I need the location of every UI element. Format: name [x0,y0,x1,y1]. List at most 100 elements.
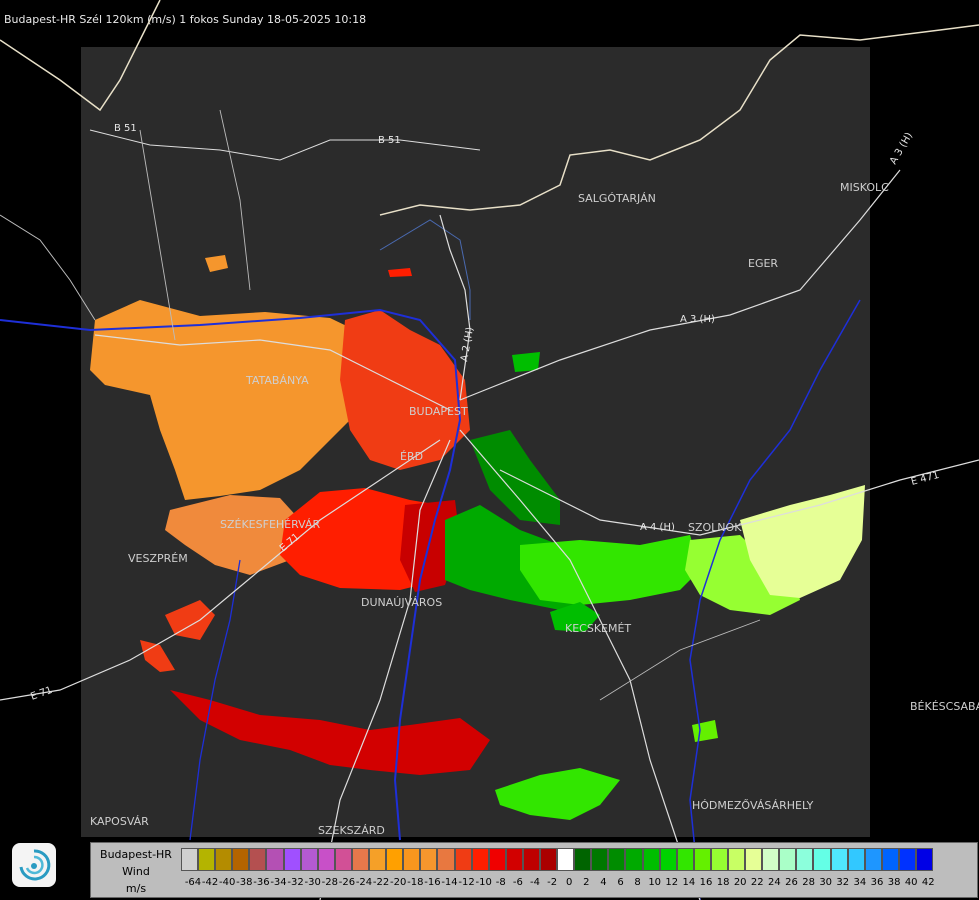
legend-swatch [864,848,882,871]
river-danube [0,308,462,841]
legend-swatch [334,848,352,871]
legend-tick-label: -18 [407,877,424,888]
legend-tick-label: -2 [547,877,558,888]
road-label-b51-west: B 51 [114,123,137,134]
legend-swatch [369,848,387,871]
city-label-tatabanya: TATABÁNYA [245,374,309,387]
legend-tick-label: -20 [390,877,407,888]
swirl-icon [19,849,51,881]
legend-tick-label: -64 [184,877,202,888]
legend-ticks: -64 -42 -40 -38 -36 -34 -32 -30 -28 -26 -24 -22 -20-… [185,877,975,893]
river-tisza [689,299,861,900]
echo-north-green-small [512,352,540,372]
legend-swatch [693,848,711,871]
legend-swatch [266,848,284,871]
echo-north-small [205,255,228,272]
legend-tick-label: 6 [617,877,624,888]
echo-west-orange-2 [165,495,300,575]
legend-tick-label: 32 [836,877,850,888]
echo-east-yellow [740,485,865,598]
legend-swatch [317,848,335,871]
legend-tick-label: -24 [355,877,373,888]
city-label-szekszard: SZEKSZÁRD [318,824,385,837]
city-label-eger: EGER [748,257,778,270]
legend-swatch [403,848,421,871]
legend-swatch [813,848,831,871]
legend-tick-label: 38 [887,877,901,888]
echo-west-small [165,600,215,640]
river-north [379,219,471,320]
echo-south-red [170,690,490,775]
city-label-kaposvar: KAPOSVÁR [90,815,149,828]
legend-swatch [539,848,558,871]
legend-tick-label: 8 [634,877,641,888]
legend-swatch [625,848,643,871]
legend-tick-label: 20 [733,877,747,888]
echo-east-green [520,535,700,605]
legend-tick-label: -12 [458,877,475,888]
legend-tick-label: 12 [665,877,679,888]
legend-swatch [710,848,728,871]
legend-swatch [642,848,660,871]
legend-swatch [351,848,370,871]
road-label-b51-east: B 51 [378,135,401,146]
header-title: Budapest-HR Szél 120km (m/s) 1 fokos Sun… [4,13,367,26]
legend-tick-label: 2 [583,877,590,888]
echo-north-red [340,310,470,470]
city-label-bekescsaba: BÉKÉSCSABA [910,700,979,713]
legend-tick-label: -32 [287,877,304,888]
legend-swatch [847,848,865,871]
city-label-szolnok: SZOLNOK [688,521,742,534]
legend-swatch [557,848,575,871]
road-label-e471: E 471 [910,470,940,488]
echo-west-orange [90,300,355,500]
city-label-budapest: BUDAPEST [409,405,468,418]
road-label-a3-northeast: A 3 (H) [888,131,915,167]
highway-m7 [0,439,441,701]
legend-tick-label: -10 [475,877,492,888]
border-north [0,0,979,216]
legend-tick-label: 36 [870,877,884,888]
road-secondary [139,109,761,701]
road-b51 [89,129,481,161]
legend-tick-label: -36 [253,877,270,888]
legend-title-quantity: Wind [122,865,150,878]
echo-north-small-red [388,268,412,277]
legend-tick-label: 24 [768,877,781,888]
road-label-a4: A 4 (H) [640,522,675,533]
legend-swatch [574,848,592,871]
highway-m3 [459,169,901,401]
legend-swatch [232,848,250,871]
legend-tick-label: -28 [321,877,338,888]
legend-tick-label: -16 [424,877,441,888]
city-label-erd: ÉRD [400,450,423,463]
legend-tick-label: 42 [921,877,935,888]
legend-swatch [591,848,609,871]
legend-tick-label: 34 [853,877,867,888]
echo-southwest-red [140,640,175,672]
legend-swatch [300,848,318,871]
legend-tick-label: 14 [682,877,696,888]
legend-swatch [283,848,301,871]
legend-swatch [916,848,934,871]
legend-swatch [676,848,694,871]
legend-tick-label: 4 [600,877,607,888]
legend-tick-label: 30 [819,877,833,888]
color-legend: Budapest-HR Wind m/s -64 -42 -40 -38 -36 -34-… [90,842,978,898]
legend-swatch [471,848,489,871]
legend-tick-label: -4 [530,877,540,888]
legend-tick-label: 22 [750,877,764,888]
legend-tick-label: 26 [785,877,798,888]
river-sio [189,559,241,841]
highway-m5 [459,429,701,900]
city-label-dunaujvaros: DUNAÚJVÁROS [361,596,442,609]
legend-swatch [420,848,438,871]
city-label-miskolc: MISKOLC [840,181,889,194]
legend-tick-label: 10 [648,877,662,888]
service-logo [12,843,56,887]
legend-tick-label: 18 [716,877,730,888]
road-label-a3-center: A 3 (H) [680,314,715,325]
city-label-szekesfehervar: SZÉKESFEHÉRVÁR [220,518,321,531]
legend-swatch [505,848,523,871]
border-west [0,214,96,321]
